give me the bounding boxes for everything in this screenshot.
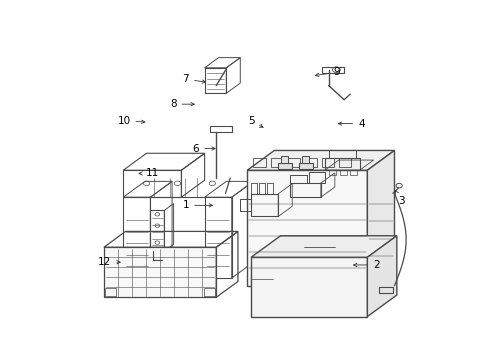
Bar	[299, 163, 313, 169]
Polygon shape	[251, 257, 368, 316]
Bar	[270, 158, 283, 167]
Text: 10: 10	[117, 116, 145, 126]
Bar	[309, 172, 325, 183]
Bar	[267, 183, 273, 194]
Bar	[251, 194, 278, 216]
Bar	[379, 287, 393, 293]
Polygon shape	[368, 150, 394, 286]
Bar	[259, 183, 265, 194]
Bar	[105, 288, 116, 296]
Bar	[278, 163, 292, 169]
Bar	[339, 158, 351, 167]
Text: 11: 11	[139, 168, 159, 179]
Bar	[322, 67, 344, 73]
Bar	[204, 288, 215, 296]
Polygon shape	[104, 247, 216, 297]
Bar	[329, 170, 336, 175]
Bar	[305, 158, 317, 167]
Bar	[288, 158, 300, 167]
Polygon shape	[247, 170, 368, 286]
Bar	[251, 183, 257, 194]
Text: 8: 8	[170, 99, 194, 109]
Bar	[210, 126, 232, 132]
Text: 4: 4	[339, 118, 365, 129]
Bar	[281, 156, 288, 163]
Bar	[350, 170, 357, 175]
Text: 1: 1	[182, 201, 213, 210]
Bar	[253, 158, 266, 167]
Bar	[301, 156, 309, 163]
Polygon shape	[251, 236, 397, 257]
Bar	[150, 210, 164, 251]
Bar	[240, 199, 251, 211]
Bar	[205, 68, 226, 93]
Text: 3: 3	[395, 190, 404, 206]
Bar	[290, 183, 321, 197]
Polygon shape	[247, 150, 394, 170]
Text: 7: 7	[182, 74, 206, 84]
Text: 12: 12	[98, 257, 120, 267]
Bar	[321, 158, 334, 167]
Text: 6: 6	[193, 144, 215, 153]
Text: 2: 2	[354, 260, 380, 270]
Polygon shape	[368, 236, 397, 316]
Text: 9: 9	[316, 67, 340, 77]
Bar	[329, 150, 356, 158]
Bar	[340, 170, 347, 175]
Bar	[290, 175, 307, 183]
Text: 5: 5	[248, 116, 263, 127]
Bar	[251, 274, 273, 284]
Bar	[325, 158, 360, 170]
